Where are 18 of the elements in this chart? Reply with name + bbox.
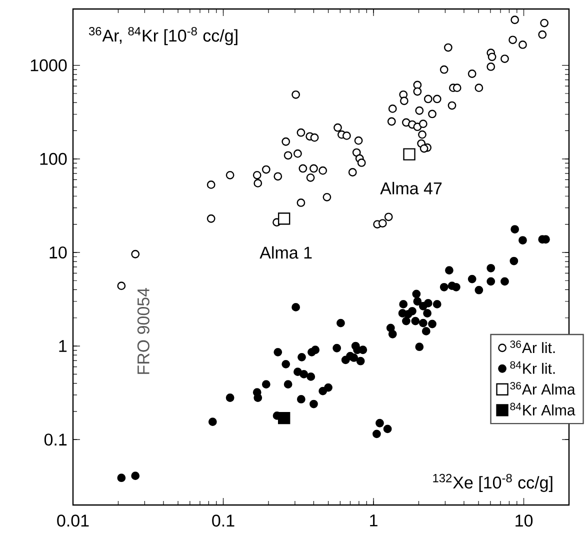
annotation: Alma 47 (380, 182, 442, 194)
y-tick-label: 100 (40, 152, 67, 165)
y-tick-label: 1 (59, 340, 67, 352)
annotation: Alma 1 (260, 246, 312, 259)
legend-label: $^{84}$Kr Alma (510, 402, 576, 416)
x-tick-label: 0.01 (57, 514, 89, 527)
legend-label: $^{84}$Kr lit. (510, 361, 555, 374)
x-tick-label: 10 (516, 514, 533, 527)
y-axis-title: $^{36}$Ar, $^{84}$Kr [10$^{-8}$ cc/g] (88, 26, 238, 46)
legend-label: $^{36}$Ar lit. (510, 340, 555, 354)
y-tick-label: 1000 (30, 59, 67, 72)
y-tick-label: 0.1 (44, 434, 67, 446)
annotation: FRO 90054 (137, 288, 150, 374)
x-axis-title: $^{132}$Xe [10$^{-8}$ cc/g] (433, 474, 552, 492)
legend-label: $^{36}$Ar Alma (510, 382, 576, 395)
x-tick-label: 1 (370, 514, 378, 526)
x-tick-label: 0.1 (212, 514, 234, 527)
y-tick-label: 10 (50, 246, 67, 258)
